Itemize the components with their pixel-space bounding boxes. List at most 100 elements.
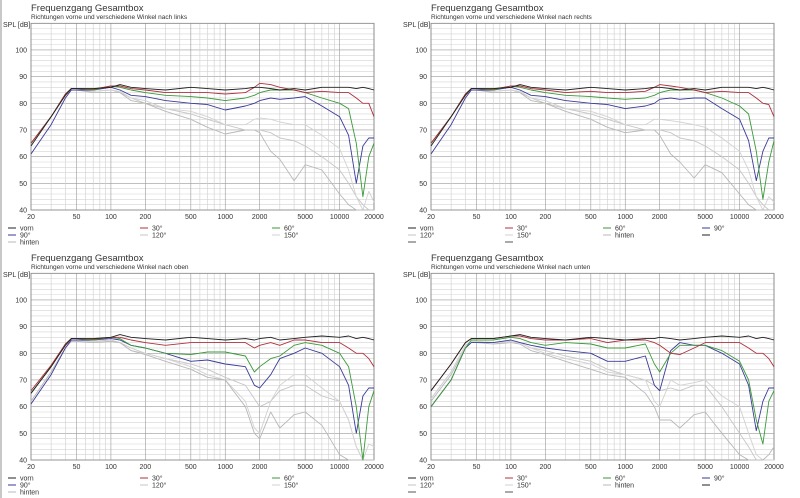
- series-line-vorn: [430, 334, 775, 391]
- y-axis-label: SPL [dB]: [403, 272, 430, 279]
- y-tick-label: 90: [419, 74, 427, 81]
- legend-label: 150°: [284, 482, 299, 490]
- series-line-120deg: [430, 89, 774, 211]
- legend-label: 30°: [517, 475, 528, 483]
- series-line-150deg: [30, 89, 375, 211]
- series-line-60deg: [430, 85, 775, 200]
- y-axis-label: SPL [dB]: [3, 272, 30, 279]
- x-tick-label: 50: [73, 214, 81, 221]
- x-tick-label: 100: [505, 464, 517, 471]
- x-tick-label: 200: [139, 464, 151, 471]
- y-tick-label: 60: [19, 404, 27, 411]
- series-line-hinten: [430, 342, 775, 461]
- legend: vorn 30° 60° 90° 120° 150° hinten: [8, 475, 299, 497]
- chart-title: Frequenzgang Gesamtbox: [431, 3, 544, 14]
- x-tick-label: 10000: [730, 464, 750, 471]
- series-line-120deg: [30, 89, 374, 211]
- y-tick-label: 80: [19, 351, 27, 358]
- chart-subtitle: Richtungen vorne und verschiedene Winkel…: [31, 264, 189, 271]
- series-line-150deg: [30, 340, 375, 461]
- x-tick-label: 500: [585, 214, 597, 221]
- grid: [430, 22, 775, 211]
- x-tick-label: 100: [105, 214, 117, 221]
- series-line-60deg: [30, 85, 375, 198]
- legend-label: 30°: [152, 475, 163, 483]
- y-tick-label: 40: [419, 208, 427, 215]
- x-tick-label: 1000: [617, 464, 633, 471]
- x-tick-label: 50: [473, 464, 481, 471]
- legend-label: 30°: [152, 225, 163, 233]
- x-tick-label: 5000: [697, 464, 713, 471]
- plot-frame: [430, 22, 775, 211]
- y-tick-label: 70: [419, 377, 427, 384]
- y-tick-label: 40: [419, 458, 427, 465]
- legend-label: 120°: [420, 232, 435, 240]
- legend-label: hinten: [20, 240, 39, 247]
- x-tick-label: 500: [185, 464, 197, 471]
- legend: vorn 30° 60° 90° 120° 150° hinten: [408, 475, 725, 493]
- x-tick-label: 500: [585, 464, 597, 471]
- legend-label: 120°: [152, 232, 167, 240]
- x-tick-label: 50: [473, 214, 481, 221]
- y-tick-label: 80: [419, 351, 427, 358]
- x-tick-label: 2000: [652, 214, 668, 221]
- legend-label: hinten: [20, 490, 39, 497]
- y-tick-label: 90: [19, 74, 27, 81]
- x-tick-label: 2000: [252, 214, 268, 221]
- legend-label: 90°: [20, 482, 31, 490]
- grid: [30, 22, 375, 211]
- legend-label: 150°: [517, 482, 532, 490]
- series-line-60deg: [430, 336, 775, 445]
- chart-subtitle: Richtungen vorne und verschiedene Winkel…: [431, 14, 593, 21]
- x-tick-label: 20000: [764, 214, 784, 221]
- legend-label: 120°: [152, 482, 167, 490]
- y-tick-label: 50: [19, 181, 27, 188]
- chart-subtitle: Richtungen vorne und verschiedene Winkel…: [431, 264, 591, 271]
- y-axis-label: SPL [dB]: [403, 22, 430, 29]
- series-line-30deg: [30, 82, 375, 144]
- series-line-90deg: [30, 338, 374, 434]
- chart-subtitle: Richtungen vorne und verschiedene Winkel…: [31, 14, 188, 21]
- x-tick-label: 5000: [297, 464, 313, 471]
- y-tick-label: 70: [19, 377, 27, 384]
- legend-label: 90°: [20, 232, 31, 240]
- series-line-30deg: [430, 335, 775, 391]
- x-tick-label: 20: [27, 464, 35, 471]
- legend-label: vorn: [420, 226, 434, 233]
- chart-title: Frequenzgang Gesamtbox: [31, 3, 144, 14]
- x-tick-label: 1000: [217, 214, 233, 221]
- legend-label: 150°: [517, 232, 532, 240]
- y-tick-label: 80: [19, 101, 27, 108]
- y-tick-label: 60: [19, 154, 27, 161]
- legend-label: vorn: [420, 476, 434, 483]
- x-tick-label: 200: [539, 214, 551, 221]
- y-tick-label: 80: [419, 101, 427, 108]
- x-tick-label: 500: [185, 214, 197, 221]
- legend-label: 150°: [284, 232, 299, 240]
- y-axis-label: SPL [dB]: [3, 22, 30, 29]
- y-tick-label: 100: [415, 47, 427, 54]
- chart-title: Frequenzgang Gesamtbox: [31, 253, 144, 264]
- y-tick-label: 90: [19, 324, 27, 331]
- legend-label: 120°: [420, 482, 435, 490]
- x-tick-label: 10000: [330, 464, 350, 471]
- series-line-vorn: [30, 334, 375, 394]
- y-tick-label: 40: [19, 208, 27, 215]
- legend-label: 60°: [284, 475, 295, 483]
- x-tick-label: 20: [427, 464, 435, 471]
- legend-label: hinten: [615, 233, 634, 240]
- series-line-60deg: [30, 336, 375, 461]
- x-tick-label: 10000: [330, 214, 350, 221]
- y-tick-label: 50: [19, 431, 27, 438]
- series-line-90deg: [430, 339, 774, 432]
- x-tick-label: 200: [139, 214, 151, 221]
- x-tick-label: 50: [73, 464, 81, 471]
- y-tick-label: 90: [419, 324, 427, 331]
- x-tick-label: 2000: [652, 464, 668, 471]
- y-tick-label: 50: [419, 431, 427, 438]
- x-tick-label: 5000: [297, 214, 313, 221]
